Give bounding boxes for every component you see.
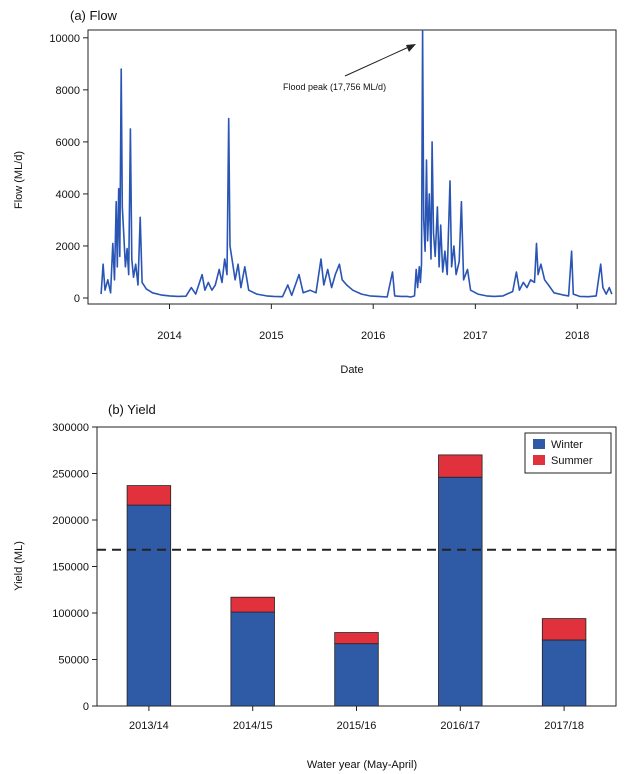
yield-y-tick-label: 50000 xyxy=(58,655,89,667)
flow-y-tick-label: 2000 xyxy=(56,241,80,253)
legend-winter-swatch xyxy=(533,439,545,449)
bar-winter-1 xyxy=(230,611,275,707)
flow-line xyxy=(100,29,613,298)
yield-y-tick-label: 100000 xyxy=(52,608,89,620)
flow-x-tick-label: 2015 xyxy=(259,330,283,342)
yield-x-tick-label: 2016/17 xyxy=(440,720,480,732)
bar-winter-2 xyxy=(334,643,379,707)
flow-y-axis: 0 2000 4000 6000 8000 10000 xyxy=(49,33,88,305)
yield-bars xyxy=(126,454,587,707)
flood-peak-arrowhead-icon xyxy=(406,44,416,52)
yield-y-axis: 0 50000 100000 150000 200000 250000 300000 xyxy=(52,422,97,713)
yield-x-axis: 2013/14 2014/15 2015/16 2016/17 2017/18 xyxy=(129,706,584,732)
flow-y-tick-label: 8000 xyxy=(56,85,80,97)
yield-x-axis-title: Water year (May-April) xyxy=(307,759,417,771)
bar-summer-3 xyxy=(438,454,483,478)
yield-legend: Winter Summer xyxy=(524,432,612,474)
yield-y-axis-title: Yield (ML) xyxy=(13,541,25,591)
yield-y-tick-label: 200000 xyxy=(52,515,89,527)
flow-plot-frame xyxy=(87,29,617,305)
flow-x-tick-label: 2017 xyxy=(463,330,487,342)
flow-y-tick-label: 10000 xyxy=(49,33,80,45)
yield-chart-title: (b) Yield xyxy=(108,402,156,417)
bar-winter-0 xyxy=(126,504,172,707)
flow-x-axis-title: Date xyxy=(340,364,363,376)
flood-peak-arrow xyxy=(344,45,412,77)
yield-y-tick-label: 250000 xyxy=(52,469,89,481)
yield-x-tick-label: 2014/15 xyxy=(233,720,273,732)
bar-summer-2 xyxy=(334,632,379,645)
yield-chart: (b) Yield 0 50000 100000 150000 200000 250000… xyxy=(13,402,617,771)
flood-peak-annotation: Flood peak (17,756 ML/d) xyxy=(283,82,386,92)
legend-winter-label: Winter xyxy=(551,439,583,451)
yield-x-tick-label: 2015/16 xyxy=(337,720,377,732)
bar-summer-1 xyxy=(230,596,275,613)
legend-summer-swatch xyxy=(533,455,545,465)
bar-summer-4 xyxy=(541,618,587,641)
flow-y-tick-label: 6000 xyxy=(56,137,80,149)
yield-y-tick-label: 0 xyxy=(83,701,89,713)
flow-x-tick-label: 2018 xyxy=(565,330,589,342)
flow-y-tick-label: 4000 xyxy=(56,189,80,201)
yield-x-tick-label: 2013/14 xyxy=(129,720,169,732)
yield-y-tick-label: 150000 xyxy=(52,562,89,574)
flow-y-axis-title: Flow (ML/d) xyxy=(13,151,25,209)
flow-y-tick-label: 0 xyxy=(74,293,80,305)
flow-x-tick-label: 2014 xyxy=(157,330,181,342)
bar-winter-4 xyxy=(541,639,587,707)
flow-x-axis: 2014 2015 2016 2017 2018 xyxy=(157,304,589,342)
flow-chart: (a) Flow 0 2000 4000 6000 8000 10000 2014 2015… xyxy=(13,8,617,376)
flow-series xyxy=(100,29,613,298)
flow-x-tick-label: 2016 xyxy=(361,330,385,342)
yield-y-tick-label: 300000 xyxy=(52,422,89,434)
bar-summer-0 xyxy=(126,485,172,506)
legend-summer-label: Summer xyxy=(551,455,593,467)
yield-x-tick-label: 2017/18 xyxy=(544,720,584,732)
flow-chart-title: (a) Flow xyxy=(70,8,118,23)
bar-winter-3 xyxy=(438,476,483,707)
